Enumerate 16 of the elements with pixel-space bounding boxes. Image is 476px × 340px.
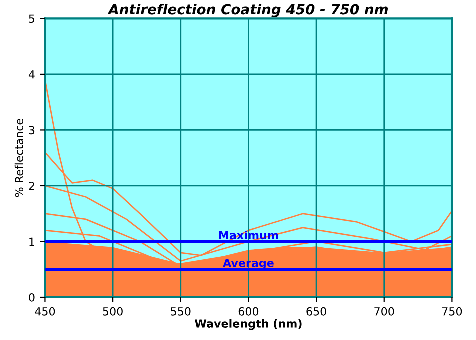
y-tick-label: 4: [28, 70, 35, 79]
y-tick-label: 5: [29, 14, 35, 24]
x-tick-label: 450: [35, 307, 56, 316]
y-tick-label: 0: [29, 293, 35, 302]
x-tick-label: 700: [374, 307, 394, 316]
x-tick-label: 600: [238, 307, 259, 316]
y-tick-label: 2: [29, 182, 34, 190]
x-tick-label: 650: [306, 307, 326, 316]
x-tick-label: 550: [171, 307, 191, 316]
y-tick-label: 1: [30, 238, 34, 246]
x-tick-label: 500: [103, 307, 123, 316]
y-tick-label: 3: [29, 126, 35, 135]
chart-title: Antireflection Coating 450 - 750 nm: [108, 4, 388, 18]
x-axis-title: Wavelength (nm): [195, 319, 302, 330]
y-axis-title: % Reflectance: [14, 119, 24, 198]
x-tick-label: 750: [442, 307, 462, 316]
